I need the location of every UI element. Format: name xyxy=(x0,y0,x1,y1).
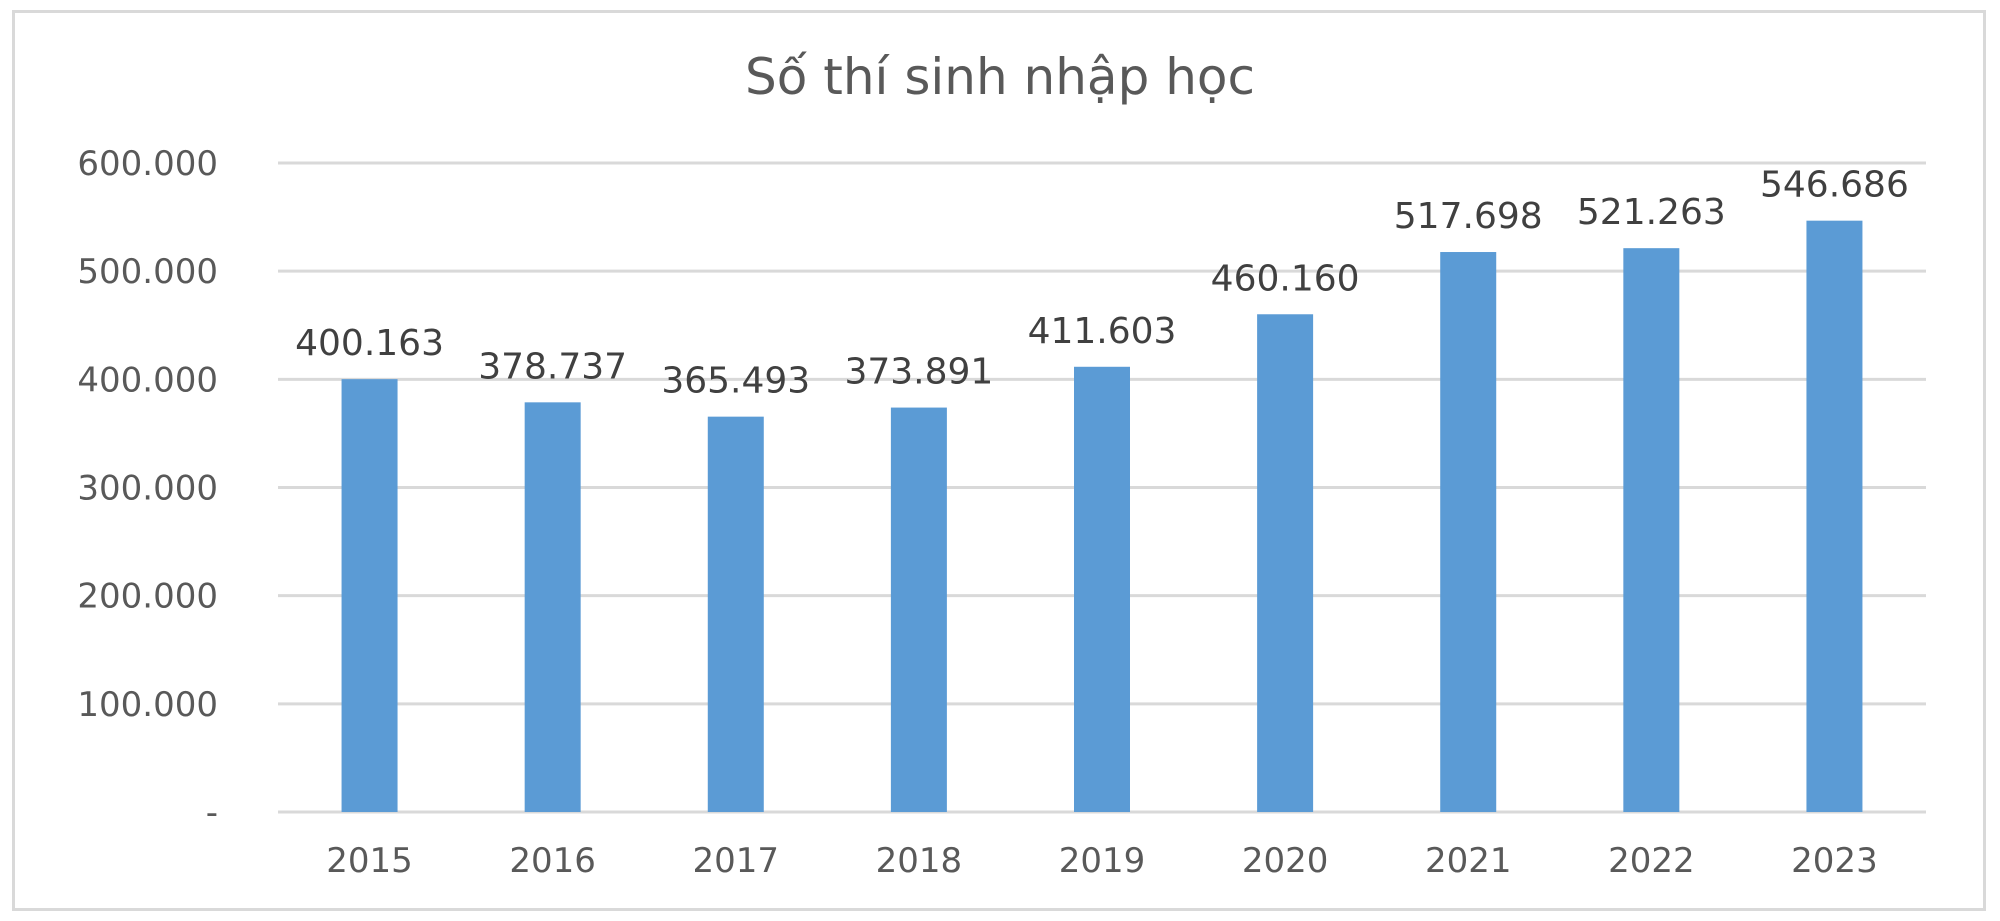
y-tick-label: 200.000 xyxy=(77,577,218,617)
data-label: 365.493 xyxy=(661,361,810,402)
x-tick-label: 2017 xyxy=(693,841,780,881)
bar-2019 xyxy=(1074,366,1130,812)
x-tick-label: 2021 xyxy=(1425,841,1512,881)
data-labels: 400.163 378.737 365.493 373.891 411.603 460.1… xyxy=(295,165,1909,402)
x-tick-label: 2019 xyxy=(1059,841,1146,881)
data-label: 517.698 xyxy=(1394,196,1543,237)
data-label: 546.686 xyxy=(1760,165,1909,206)
y-tick-label: 300.000 xyxy=(77,469,218,509)
y-tick-label: - xyxy=(206,793,218,833)
y-tick-label: 500.000 xyxy=(77,252,218,292)
data-label: 411.603 xyxy=(1028,311,1177,352)
x-tick-label: 2018 xyxy=(876,841,963,881)
x-axis: 2015 2016 2017 2018 2019 2020 2021 2022 2023 xyxy=(326,841,1877,881)
bar-2023 xyxy=(1806,220,1863,813)
x-tick-label: 2023 xyxy=(1791,841,1878,881)
bar-2020 xyxy=(1257,314,1314,812)
x-tick-label: 2022 xyxy=(1608,841,1695,881)
chart-title: Số thí sinh nhập học xyxy=(745,48,1255,106)
x-tick-label: 2015 xyxy=(326,841,413,881)
data-label: 400.163 xyxy=(295,323,444,364)
y-tick-label: 400.000 xyxy=(77,360,218,400)
x-tick-label: 2020 xyxy=(1242,841,1329,881)
y-tick-label: 100.000 xyxy=(77,685,218,725)
data-label: 378.737 xyxy=(478,346,627,387)
bar-2018 xyxy=(890,407,947,812)
data-label: 373.891 xyxy=(844,352,993,393)
bar-2015 xyxy=(341,379,398,812)
bar-2021 xyxy=(1440,252,1497,813)
bar-2016 xyxy=(524,402,581,812)
y-axis: - 100.000 200.000 300.000 400.000 500.000 600.… xyxy=(77,144,218,833)
y-tick-label: 600.000 xyxy=(77,144,218,184)
data-label: 521.263 xyxy=(1577,192,1726,233)
bar-2017 xyxy=(707,416,764,812)
bar-2022 xyxy=(1623,248,1680,813)
data-label: 460.160 xyxy=(1211,258,1360,299)
bars xyxy=(341,220,1863,813)
x-tick-label: 2016 xyxy=(509,841,596,881)
